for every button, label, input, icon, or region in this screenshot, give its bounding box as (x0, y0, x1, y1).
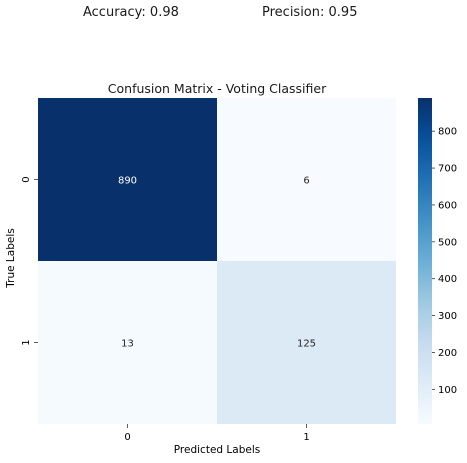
colorbar-tick-label: 400 (438, 274, 457, 285)
x-axis-label: Predicted Labels (174, 444, 260, 456)
cell-value-0-1: 6 (303, 176, 309, 187)
heatmap-cells: 890 6 13 125 (38, 98, 396, 424)
cell-value-0-0: 890 (118, 176, 137, 187)
x-tick-label: 0 (124, 432, 130, 443)
colorbar-tick-label: 500 (438, 237, 457, 248)
heatmap-cell-0-1 (217, 98, 396, 261)
chart-title: Confusion Matrix - Voting Classifier (108, 81, 327, 96)
heatmap-cell-1-1 (217, 261, 396, 424)
x-tick-label: 1 (303, 432, 309, 443)
cell-value-1-1: 125 (297, 339, 316, 350)
y-axis-label: True Labels (5, 228, 17, 288)
accuracy-metric: Accuracy: 0.98 (83, 5, 179, 20)
colorbar-tick-label: 800 (438, 127, 457, 138)
colorbar-tick-label: 300 (438, 311, 457, 322)
colorbar-tick-label: 100 (438, 385, 457, 396)
y-tick-label: 0 (21, 176, 32, 182)
colorbar: 100 200 300 400 500 600 700 800 (418, 98, 457, 424)
colorbar-tick-label: 600 (438, 200, 457, 211)
precision-metric: Precision: 0.95 (262, 5, 358, 20)
heatmap-cell-1-0 (38, 261, 217, 424)
y-axis-ticks: 01 (21, 176, 38, 346)
cell-value-1-0: 13 (121, 339, 134, 350)
colorbar-tick-label: 200 (438, 348, 457, 359)
y-tick-label: 1 (21, 339, 32, 345)
heatmap-cell-0-0 (38, 98, 217, 261)
colorbar-gradient (418, 98, 432, 424)
colorbar-tick-label: 700 (438, 164, 457, 175)
